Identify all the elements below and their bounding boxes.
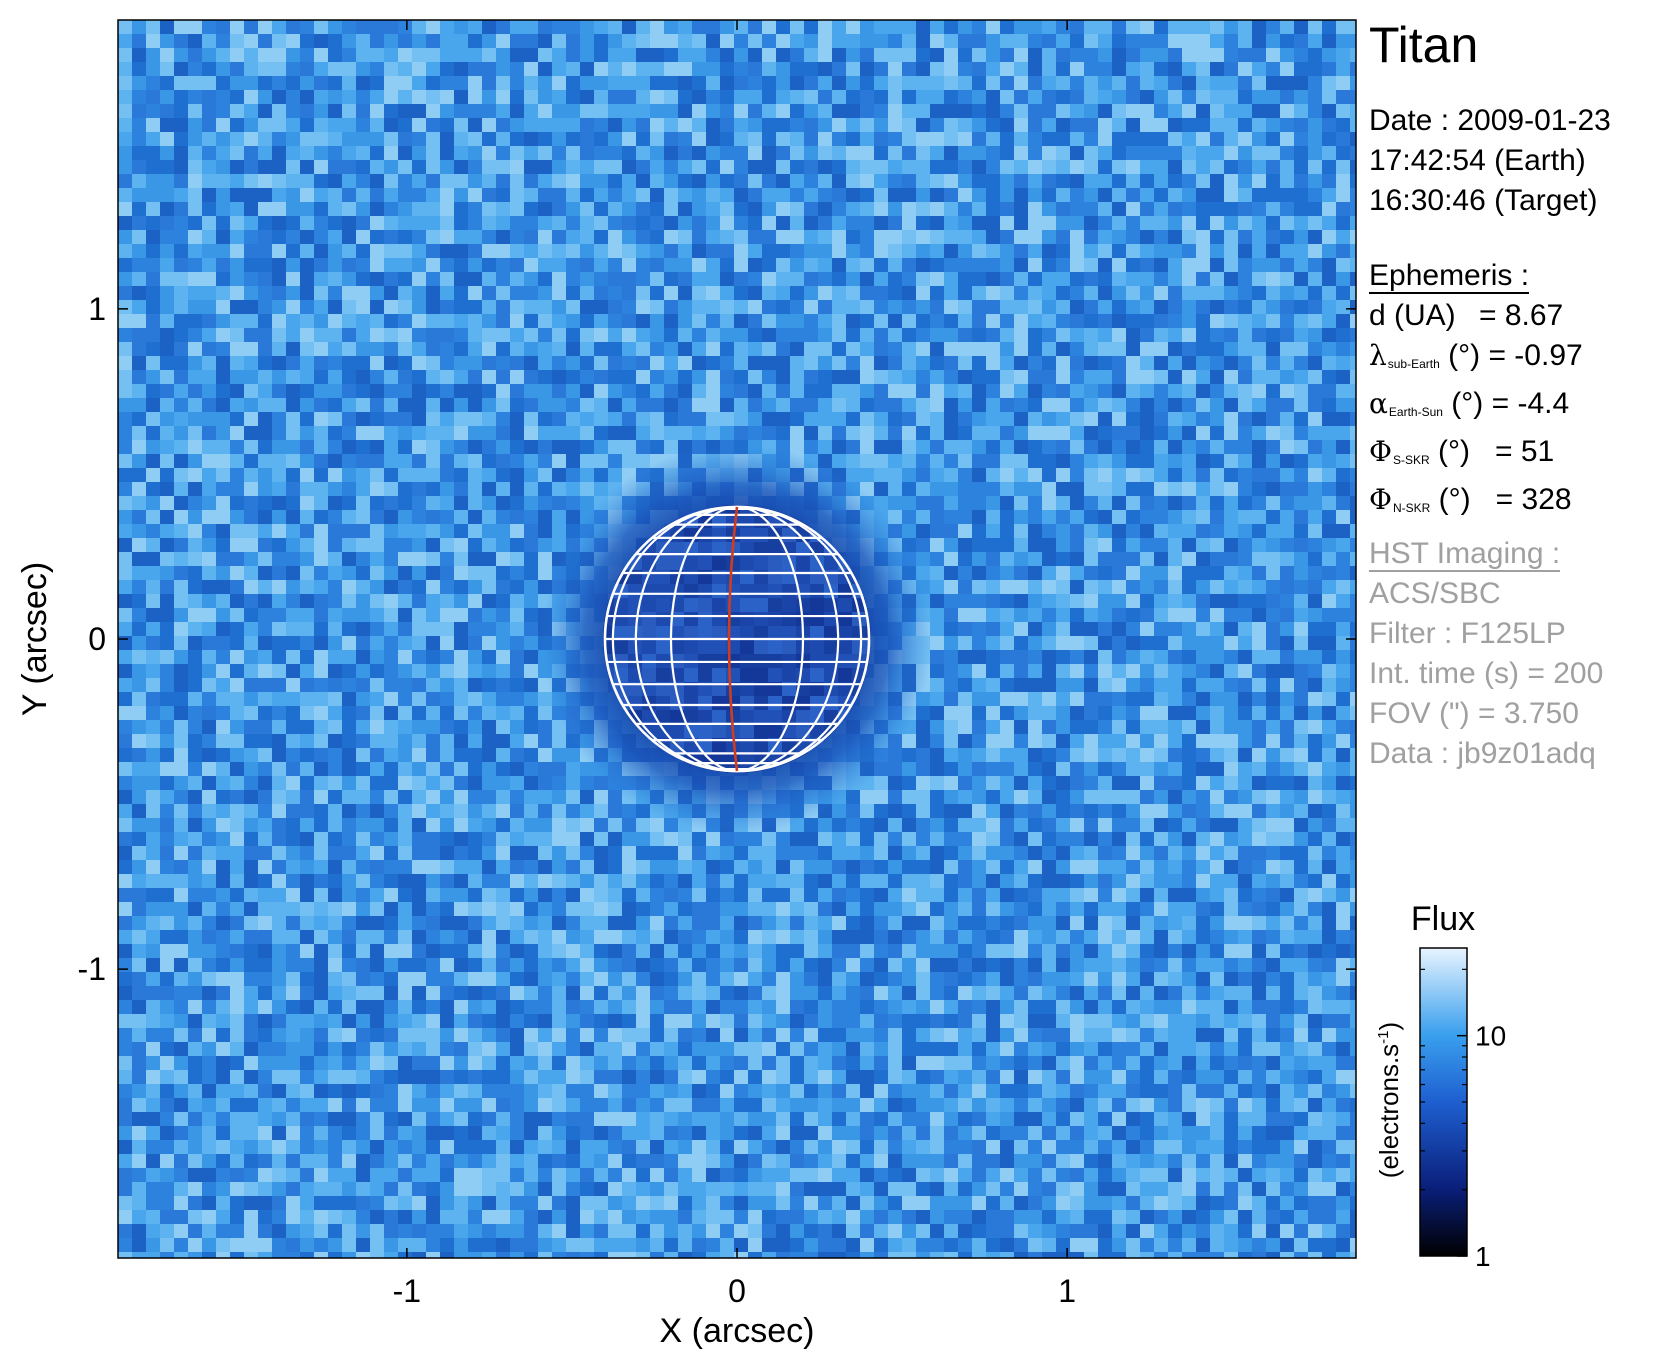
y-axis-label: Y (arcsec) — [16, 562, 54, 716]
field-of-view: FOV (") = 3.750 — [1369, 697, 1579, 730]
y-tick-label: 0 — [88, 621, 106, 657]
ephemeris-header: Ephemeris : — [1369, 259, 1530, 294]
y-axis: -1 0 1 — [78, 291, 1356, 987]
colorbar: Flux 1 10 (electrons.s-1) — [1374, 900, 1506, 1272]
ephemeris-block: Ephemeris : d (UA) = 8.67 λsub-Earth (°) … — [1369, 256, 1583, 528]
x-tick-label: -1 — [393, 1273, 421, 1309]
hst-header: HST Imaging : — [1369, 537, 1561, 572]
central-meridian — [727, 506, 739, 772]
ephemeris-alpha: αEarth-Sun (°) = -4.4 — [1369, 387, 1570, 420]
colorbar-ticks: 1 10 — [1420, 968, 1506, 1272]
target-name: Titan — [1369, 17, 1479, 73]
ephemeris-phi-s: ΦS-SKR (°) = 51 — [1369, 435, 1555, 468]
integration-time: Int. time (s) = 200 — [1369, 657, 1604, 690]
y-tick-label: -1 — [78, 951, 106, 987]
earth-time: 17:42:54 (Earth) — [1369, 144, 1586, 177]
instrument: ACS/SBC — [1369, 577, 1501, 610]
y-tick-label: 1 — [88, 291, 106, 327]
date-line: Date : 2009-01-23 — [1369, 104, 1611, 137]
colorbar-scale — [1419, 947, 1468, 1257]
data-id: Data : jb9z01adq — [1369, 737, 1596, 770]
colorbar-title: Flux — [1411, 900, 1475, 938]
x-tick-label: 0 — [728, 1273, 746, 1309]
colorbar-tick-label: 1 — [1475, 1241, 1491, 1272]
lat-lon-grid — [603, 505, 871, 773]
x-axis-label: X (arcsec) — [660, 1312, 815, 1350]
ephemeris-phi-n: ΦN-SKR (°) = 328 — [1369, 483, 1572, 516]
observation-date: Date : 2009-01-23 17:42:54 (Earth) 16:30… — [1369, 101, 1611, 221]
ephemeris-lambda: λsub-Earth (°) = -0.97 — [1369, 339, 1583, 372]
filter: Filter : F125LP — [1369, 617, 1566, 650]
hst-imaging-block: HST Imaging : ACS/SBC Filter : F125LP In… — [1369, 534, 1603, 774]
target-time: 16:30:46 (Target) — [1369, 184, 1598, 217]
ephemeris-distance: d (UA) = 8.67 — [1369, 299, 1564, 332]
colorbar-label: (electrons.s-1) — [1374, 1022, 1404, 1178]
flux-image-pixels — [118, 20, 1356, 1258]
colorbar-tick-label: 10 — [1475, 1021, 1506, 1052]
x-tick-label: 1 — [1058, 1273, 1076, 1309]
image-plot-area — [117, 19, 1357, 1259]
x-axis: -1 0 1 — [393, 20, 1076, 1309]
